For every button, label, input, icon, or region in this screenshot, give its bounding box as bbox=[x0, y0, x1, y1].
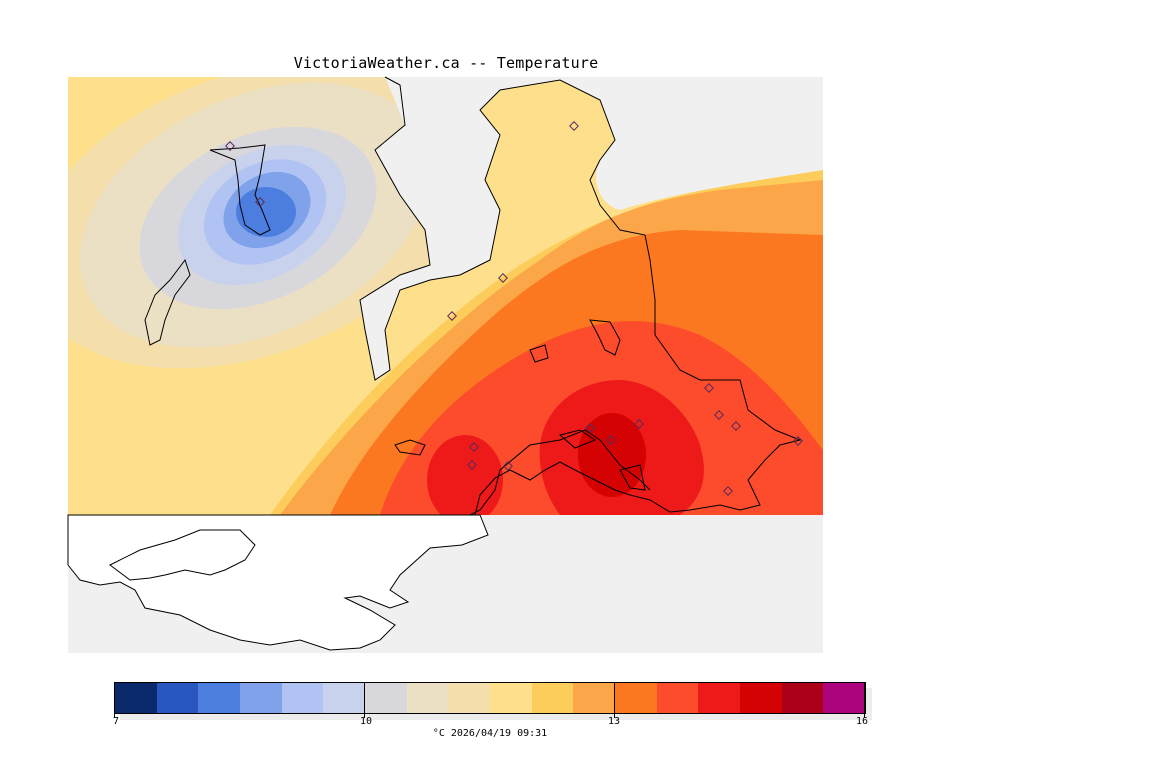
legend-swatch bbox=[698, 683, 741, 713]
legend-swatch bbox=[156, 683, 199, 713]
legend-swatch bbox=[448, 683, 491, 713]
legend-tick bbox=[364, 682, 365, 718]
legend-swatch bbox=[656, 683, 699, 713]
legend-tick bbox=[614, 682, 615, 718]
coastline-south-inner bbox=[109, 529, 256, 581]
station-marker bbox=[503, 461, 513, 471]
color-legend bbox=[114, 682, 872, 720]
station-marker bbox=[498, 273, 508, 283]
station-marker bbox=[467, 460, 477, 470]
legend-swatch bbox=[365, 683, 407, 713]
legend-swatch bbox=[323, 683, 366, 713]
station-marker bbox=[255, 197, 265, 207]
station-marker bbox=[731, 421, 741, 431]
station-marker bbox=[793, 436, 803, 446]
temperature-field bbox=[68, 77, 823, 515]
station-marker bbox=[714, 410, 724, 420]
legend-tick-label: 13 bbox=[607, 716, 621, 727]
legend-swatch bbox=[781, 683, 824, 713]
station-marker bbox=[606, 435, 616, 445]
contour-band-14-west bbox=[427, 435, 503, 515]
legend-swatch bbox=[740, 683, 782, 713]
water-area-north bbox=[360, 77, 823, 380]
station-marker bbox=[569, 121, 579, 131]
legend-tick-label: 10 bbox=[359, 716, 373, 727]
legend-swatch bbox=[115, 683, 157, 713]
legend-swatch bbox=[531, 683, 574, 713]
land-south bbox=[67, 514, 489, 651]
legend-swatch bbox=[490, 683, 532, 713]
station-marker bbox=[704, 383, 714, 393]
legend-tick bbox=[864, 682, 865, 718]
legend-color-bar bbox=[114, 682, 866, 714]
legend-swatch bbox=[281, 683, 324, 713]
legend-swatch bbox=[406, 683, 449, 713]
legend-swatch bbox=[240, 683, 282, 713]
legend-swatch bbox=[615, 683, 657, 713]
contour-band-8 bbox=[236, 187, 296, 237]
station-marker bbox=[225, 141, 235, 151]
station-marker bbox=[634, 419, 644, 429]
station-marker bbox=[723, 486, 733, 496]
legend-tick-label: 16 bbox=[855, 716, 869, 727]
legend-swatch bbox=[823, 683, 866, 713]
coastlines bbox=[144, 76, 802, 516]
station-marker bbox=[469, 442, 479, 452]
legend-tick bbox=[114, 682, 115, 718]
station-markers bbox=[225, 121, 803, 496]
map-title: VictoriaWeather.ca -- Temperature bbox=[293, 54, 599, 72]
station-marker bbox=[585, 423, 595, 433]
legend-swatch bbox=[573, 683, 616, 713]
legend-tick-label: 7 bbox=[112, 716, 120, 727]
legend-swatch bbox=[198, 683, 241, 713]
station-marker bbox=[447, 311, 457, 321]
legend-caption: °C 2026/04/19 09:31 bbox=[432, 728, 548, 739]
